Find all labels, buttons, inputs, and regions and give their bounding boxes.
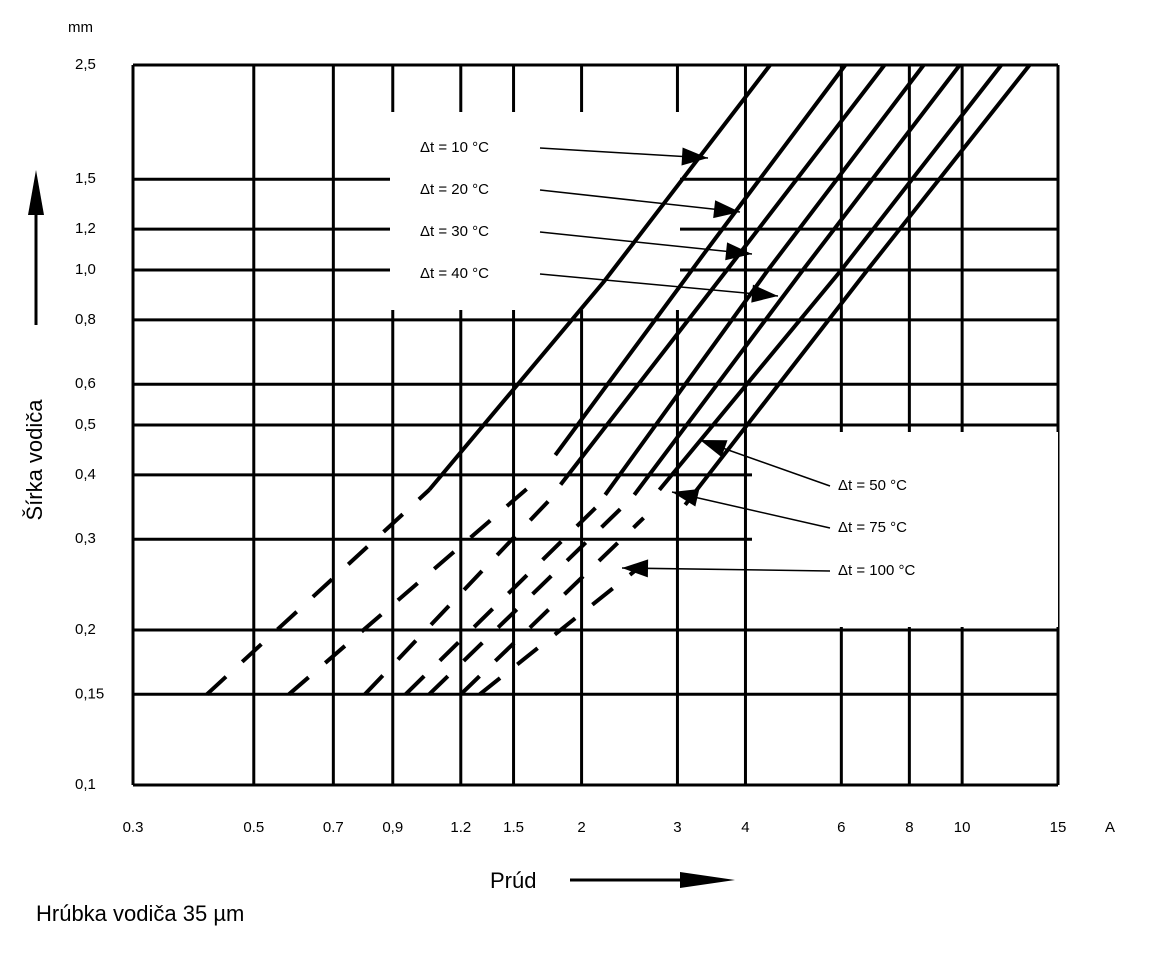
y-tick-label: 0,1 [75,776,96,793]
curve-dashed [404,503,601,696]
annotation-arrow [539,273,779,297]
annotation-arrow-head [672,489,700,507]
y-unit: mm [68,19,93,36]
y-tick-label: 2,5 [75,56,96,73]
x-arrow-head [680,872,735,888]
label-box [752,432,1058,627]
curve-solid [553,63,847,457]
y-tick-label: 1,0 [75,261,96,278]
curve-label: Δt = 10 °C [420,139,489,156]
annotation-arrow [621,567,831,572]
x-tick-label: 0,9 [382,819,403,836]
y-tick-label: 1,5 [75,170,96,187]
x-tick-label: 0.3 [123,819,144,836]
annotation-arrow-head [700,440,728,458]
y-tick-label: 0,6 [75,375,96,392]
x-tick-label: 4 [741,819,749,836]
x-tick-label: 2 [577,819,585,836]
curve-dashed [459,516,645,696]
annotation-arrow-head [725,242,752,261]
y-tick-label: 0,3 [75,530,96,547]
x-tick-label: 3 [673,819,681,836]
curve-solid [683,63,1032,507]
annotation-arrow-head [751,284,778,303]
annotation-arrow [671,491,831,529]
curve-dashed [427,503,627,696]
x-tick-label: 1.5 [503,819,524,836]
curve-label: Δt = 100 °C [838,562,915,579]
annotation-arrow [539,231,753,255]
x-tick-label: 10 [954,819,971,836]
x-tick-label: 6 [837,819,845,836]
x-tick-label: 0.5 [243,819,264,836]
x-tick-label: 8 [905,819,913,836]
curve-label: Δt = 75 °C [838,519,907,536]
curve-dashed [478,569,636,696]
y-tick-label: 0,2 [75,621,96,638]
annotations: Δt = 10 °C Δt = 20 °C Δt = 30 °C Δt = 40 °C… [420,139,915,579]
x-tick-label: 0.7 [323,819,344,836]
label-box [390,112,680,310]
annotation-arrow-head [681,147,708,166]
curve-solid [427,63,772,492]
y-tick-label: 0,15 [75,685,104,702]
curve-solid [657,63,1003,492]
footnote: Hrúbka vodiča 35 µm [36,901,244,926]
x-unit: A [1105,819,1115,836]
y-tick-label: 1,2 [75,220,96,237]
curve-label: Δt = 40 °C [420,265,489,282]
curves [205,63,1032,696]
y-axis-label: Šírka vodiča [22,399,47,521]
annotation-arrow-head [713,200,740,219]
y-arrow-head [28,170,44,215]
curve-solid [632,63,962,496]
annotation-arrow [539,147,709,159]
curve-dashed [205,488,431,696]
curve-label: Δt = 20 °C [420,181,489,198]
curve-solid [559,63,887,486]
curve-solid [603,63,926,496]
x-tick-label: 1.2 [450,819,471,836]
annotation-arrow-head [622,559,649,578]
y-tick-label: 0,5 [75,416,96,433]
y-tick-label: 0,4 [75,466,96,483]
curve-dashed [287,473,545,696]
y-tick-label: 0,8 [75,311,96,328]
curve-label: Δt = 50 °C [838,477,907,494]
curve-label: Δt = 30 °C [420,223,489,240]
x-axis-label: Prúd [490,868,536,893]
x-tick-label: 15 [1050,819,1067,836]
annotation-arrow [539,189,741,213]
